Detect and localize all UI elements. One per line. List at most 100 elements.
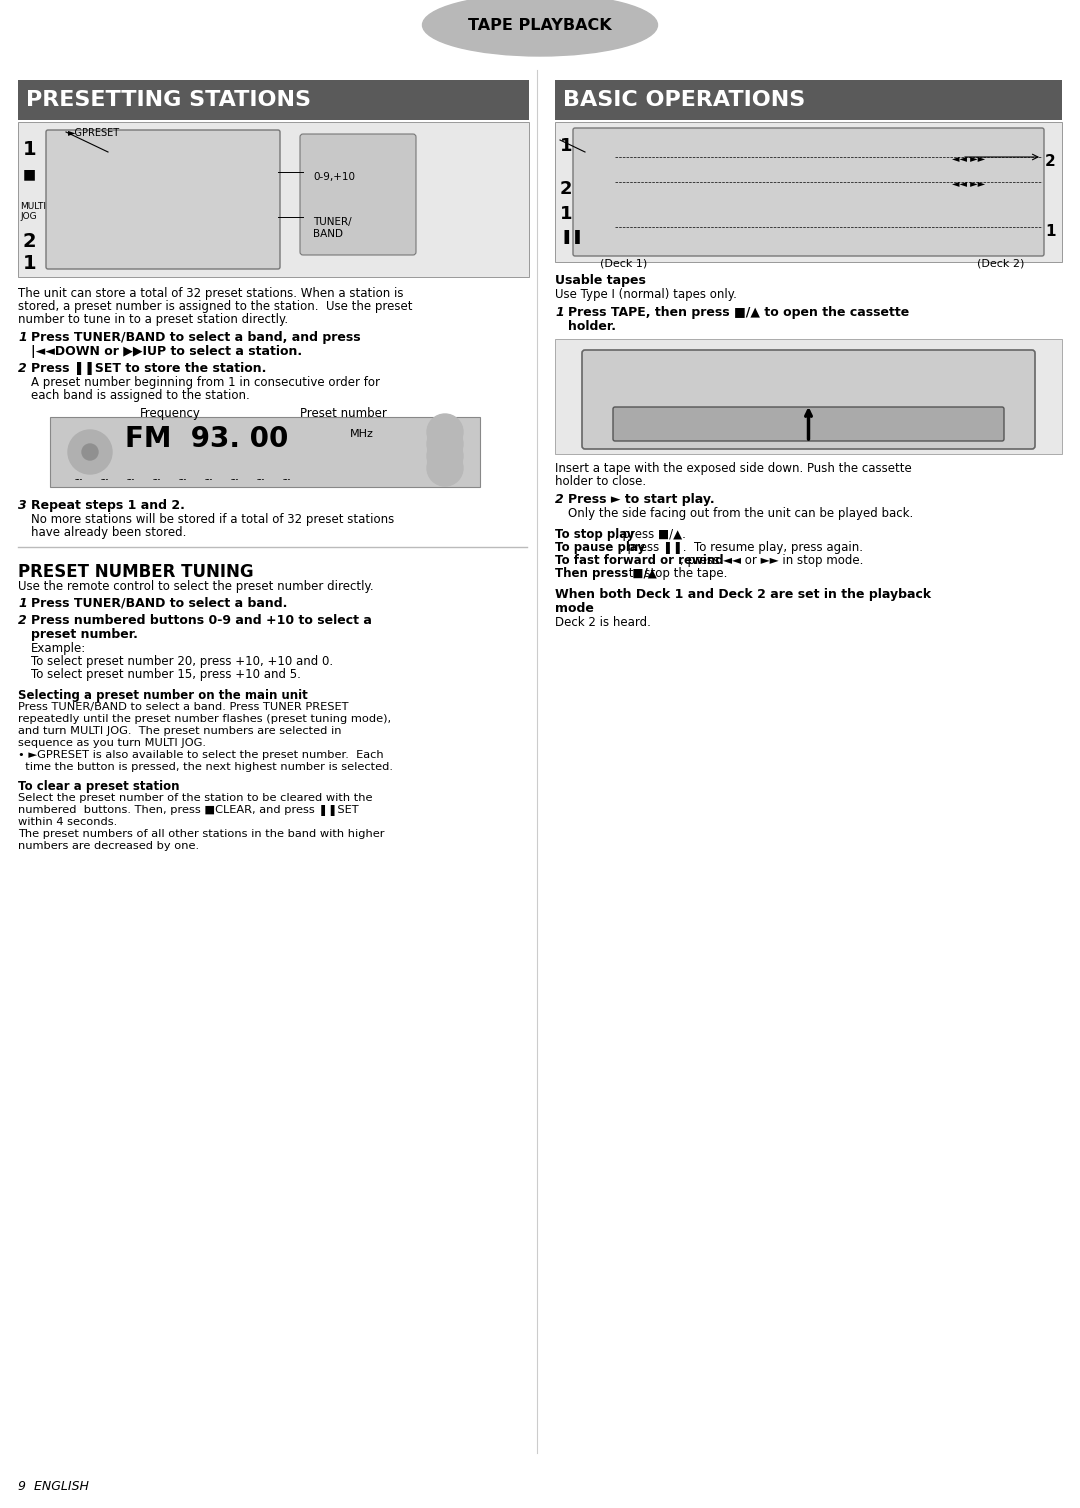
Text: ◄◄ ►►: ◄◄ ►►	[951, 154, 985, 164]
Text: (Deck 2): (Deck 2)	[977, 259, 1024, 268]
Text: TUNER/: TUNER/	[313, 217, 352, 228]
Text: Press TAPE, then press ■/▲ to open the cassette: Press TAPE, then press ■/▲ to open the c…	[568, 306, 909, 320]
Text: 1: 1	[23, 253, 37, 273]
FancyBboxPatch shape	[300, 134, 416, 255]
Text: FM  93. 00: FM 93. 00	[125, 425, 288, 452]
Text: |◄◄DOWN or ▶▶IUP to select a station.: |◄◄DOWN or ▶▶IUP to select a station.	[31, 345, 302, 357]
Text: ❚❚: ❚❚	[561, 231, 583, 244]
FancyBboxPatch shape	[50, 418, 480, 487]
Text: 1: 1	[561, 137, 572, 155]
Text: Press TUNER/BAND to select a band.: Press TUNER/BAND to select a band.	[31, 597, 287, 611]
Text: repeatedly until the preset number flashes (preset tuning mode),: repeatedly until the preset number flash…	[18, 713, 391, 724]
Text: 1: 1	[18, 597, 27, 611]
Text: ►GPRESET: ►GPRESET	[68, 128, 120, 139]
Text: sequence as you turn MULTI JOG.: sequence as you turn MULTI JOG.	[18, 737, 206, 748]
Text: Use the remote control to select the preset number directly.: Use the remote control to select the pre…	[18, 581, 374, 593]
Text: Press TUNER/BAND to select a band. Press TUNER PRESET: Press TUNER/BAND to select a band. Press…	[18, 703, 349, 712]
Text: No more stations will be stored if a total of 32 preset stations: No more stations will be stored if a tot…	[31, 513, 394, 526]
Text: Press ❚❚SET to store the station.: Press ❚❚SET to store the station.	[31, 362, 267, 375]
Text: Repeat steps 1 and 2.: Repeat steps 1 and 2.	[31, 499, 185, 513]
Text: 2: 2	[561, 179, 572, 198]
Text: Only the side facing out from the unit can be played back.: Only the side facing out from the unit c…	[568, 507, 914, 520]
Text: Press numbered buttons 0-9 and +10 to select a: Press numbered buttons 0-9 and +10 to se…	[31, 614, 372, 627]
Text: ---: ---	[127, 475, 135, 484]
FancyBboxPatch shape	[555, 122, 1062, 262]
Text: Use Type I (normal) tapes only.: Use Type I (normal) tapes only.	[555, 288, 737, 302]
Text: Deck 2 is heard.: Deck 2 is heard.	[555, 615, 651, 629]
Text: Frequency: Frequency	[140, 407, 201, 421]
Text: Example:: Example:	[31, 642, 86, 654]
Text: 2: 2	[23, 232, 37, 250]
Text: Select the preset number of the station to be cleared with the: Select the preset number of the station …	[18, 793, 373, 802]
Text: ---: ---	[283, 475, 292, 484]
Text: 2: 2	[555, 493, 564, 507]
Text: ---: ---	[153, 475, 161, 484]
Text: ---: ---	[102, 475, 109, 484]
Text: numbers are decreased by one.: numbers are decreased by one.	[18, 841, 199, 851]
FancyBboxPatch shape	[18, 122, 529, 277]
Text: time the button is pressed, the next highest number is selected.: time the button is pressed, the next hig…	[18, 762, 393, 772]
Text: holder.: holder.	[568, 320, 616, 333]
Circle shape	[427, 425, 463, 461]
Text: To select preset number 15, press +10 and 5.: To select preset number 15, press +10 an…	[31, 668, 301, 682]
Circle shape	[82, 443, 98, 460]
Text: Preset number: Preset number	[300, 407, 387, 421]
Text: ---: ---	[231, 475, 240, 484]
Ellipse shape	[422, 0, 658, 56]
Text: To clear a preset station: To clear a preset station	[18, 780, 179, 793]
Text: BAND: BAND	[313, 229, 343, 238]
Text: 2: 2	[1045, 154, 1056, 169]
Text: ◄◄ ►►: ◄◄ ►►	[951, 179, 985, 188]
Text: within 4 seconds.: within 4 seconds.	[18, 817, 118, 826]
Text: stored, a preset number is assigned to the station.  Use the preset: stored, a preset number is assigned to t…	[18, 300, 413, 314]
Text: number to tune in to a preset station directly.: number to tune in to a preset station di…	[18, 314, 288, 326]
Text: ■: ■	[23, 167, 36, 181]
Text: (Deck 1): (Deck 1)	[600, 259, 647, 268]
Text: , press ■/▲.: , press ■/▲.	[615, 528, 686, 541]
Text: each band is assigned to the station.: each band is assigned to the station.	[31, 389, 249, 403]
Text: ---: ---	[257, 475, 266, 484]
Text: PRESETTING STATIONS: PRESETTING STATIONS	[26, 90, 311, 110]
Text: BASIC OPERATIONS: BASIC OPERATIONS	[563, 90, 806, 110]
Text: numbered  buttons. Then, press ■CLEAR, and press ❚❚SET: numbered buttons. Then, press ■CLEAR, an…	[18, 805, 359, 816]
Text: 9  ENGLISH: 9 ENGLISH	[18, 1479, 89, 1493]
Text: , press ❚❚.  To resume play, press again.: , press ❚❚. To resume play, press again.	[620, 541, 863, 553]
Text: TAPE PLAYBACK: TAPE PLAYBACK	[469, 18, 611, 33]
Text: ---: ---	[75, 475, 83, 484]
Text: ---: ---	[179, 475, 187, 484]
Circle shape	[427, 449, 463, 486]
Text: 1: 1	[555, 306, 564, 320]
Text: 2: 2	[18, 362, 27, 375]
Text: mode: mode	[555, 602, 594, 615]
Text: Insert a tape with the exposed side down. Push the cassette: Insert a tape with the exposed side down…	[555, 461, 912, 475]
Text: 1: 1	[561, 205, 572, 223]
FancyBboxPatch shape	[573, 128, 1044, 256]
FancyBboxPatch shape	[555, 339, 1062, 454]
Text: and turn MULTI JOG.  The preset numbers are selected in: and turn MULTI JOG. The preset numbers a…	[18, 725, 341, 736]
FancyBboxPatch shape	[582, 350, 1035, 449]
Text: Press TUNER/BAND to select a band, and press: Press TUNER/BAND to select a band, and p…	[31, 330, 361, 344]
Text: A preset number beginning from 1 in consecutive order for: A preset number beginning from 1 in cons…	[31, 375, 380, 389]
Text: holder to close.: holder to close.	[555, 475, 646, 489]
Text: 0-9,+10: 0-9,+10	[313, 172, 355, 182]
Text: 2: 2	[18, 614, 27, 627]
Circle shape	[427, 415, 463, 449]
Text: preset number.: preset number.	[31, 627, 138, 641]
Text: To stop play: To stop play	[555, 528, 635, 541]
Text: , press ◄◄ or ►► in stop mode.: , press ◄◄ or ►► in stop mode.	[680, 553, 863, 567]
Text: To fast forward or rewind: To fast forward or rewind	[555, 553, 724, 567]
Text: 3: 3	[18, 499, 27, 513]
Text: MHz: MHz	[350, 428, 374, 439]
Text: To pause play: To pause play	[555, 541, 645, 553]
Text: 1: 1	[23, 140, 37, 158]
Text: When both Deck 1 and Deck 2 are set in the playback: When both Deck 1 and Deck 2 are set in t…	[555, 588, 931, 602]
Circle shape	[68, 430, 112, 474]
Text: Then press ■/▲: Then press ■/▲	[555, 567, 657, 581]
Text: ---: ---	[205, 475, 213, 484]
Text: • ►GPRESET is also available to select the preset number.  Each: • ►GPRESET is also available to select t…	[18, 749, 383, 760]
Text: have already been stored.: have already been stored.	[31, 526, 187, 538]
Circle shape	[427, 437, 463, 474]
FancyBboxPatch shape	[613, 407, 1004, 440]
Text: PRESET NUMBER TUNING: PRESET NUMBER TUNING	[18, 562, 254, 581]
Text: 1: 1	[1045, 225, 1055, 238]
